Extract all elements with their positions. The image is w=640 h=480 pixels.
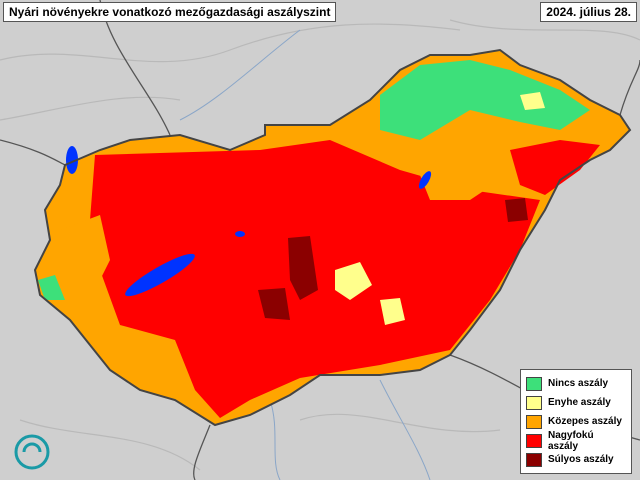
region-none: [380, 60, 590, 140]
rivers: [179, 29, 431, 480]
legend: Nincs aszály Enyhe aszály Közepes aszály Na…: [520, 369, 632, 474]
lake-velence: [235, 231, 245, 237]
legend-item: Közepes aszály: [526, 412, 626, 431]
legend-label: Nincs aszály: [548, 378, 609, 389]
legend-item: Nagyfokú aszály: [526, 429, 626, 452]
legend-label: Közepes aszály: [548, 416, 622, 427]
region-moderate: [420, 160, 500, 200]
lake-tisza: [418, 171, 432, 189]
legend-swatch: [526, 414, 542, 429]
lake-ferto: [66, 146, 78, 174]
legend-swatch: [526, 395, 542, 410]
legend-item: Súlyos aszály: [526, 450, 626, 469]
region-mild: [380, 298, 405, 325]
logo: [14, 434, 50, 470]
legend-item: Nincs aszály: [526, 374, 626, 393]
legend-item: Enyhe aszály: [526, 393, 626, 412]
legend-label: Súlyos aszály: [548, 454, 614, 465]
region-mild: [335, 262, 372, 300]
region-moderate: [60, 215, 110, 300]
background-relief: [0, 19, 640, 471]
map-date: 2024. július 28.: [540, 2, 637, 22]
country-border: [33, 48, 632, 427]
region-extreme: [258, 288, 290, 320]
lake-balaton: [125, 253, 195, 297]
legend-label: Nagyfokú aszály: [548, 429, 594, 452]
lakes: [66, 146, 432, 297]
legend-swatch: [526, 376, 542, 391]
region-severe: [510, 140, 600, 195]
region-none: [38, 275, 65, 300]
legend-label: Enyhe aszály: [548, 397, 611, 408]
region-extreme: [288, 236, 318, 300]
legend-swatch: [526, 452, 542, 467]
region-mild: [520, 92, 545, 110]
drought-regions: [35, 50, 630, 425]
map-title: Nyári növényekre vonatkozó mezőgazdasági…: [3, 2, 337, 22]
legend-swatch: [526, 433, 542, 448]
region-extreme: [505, 198, 528, 222]
